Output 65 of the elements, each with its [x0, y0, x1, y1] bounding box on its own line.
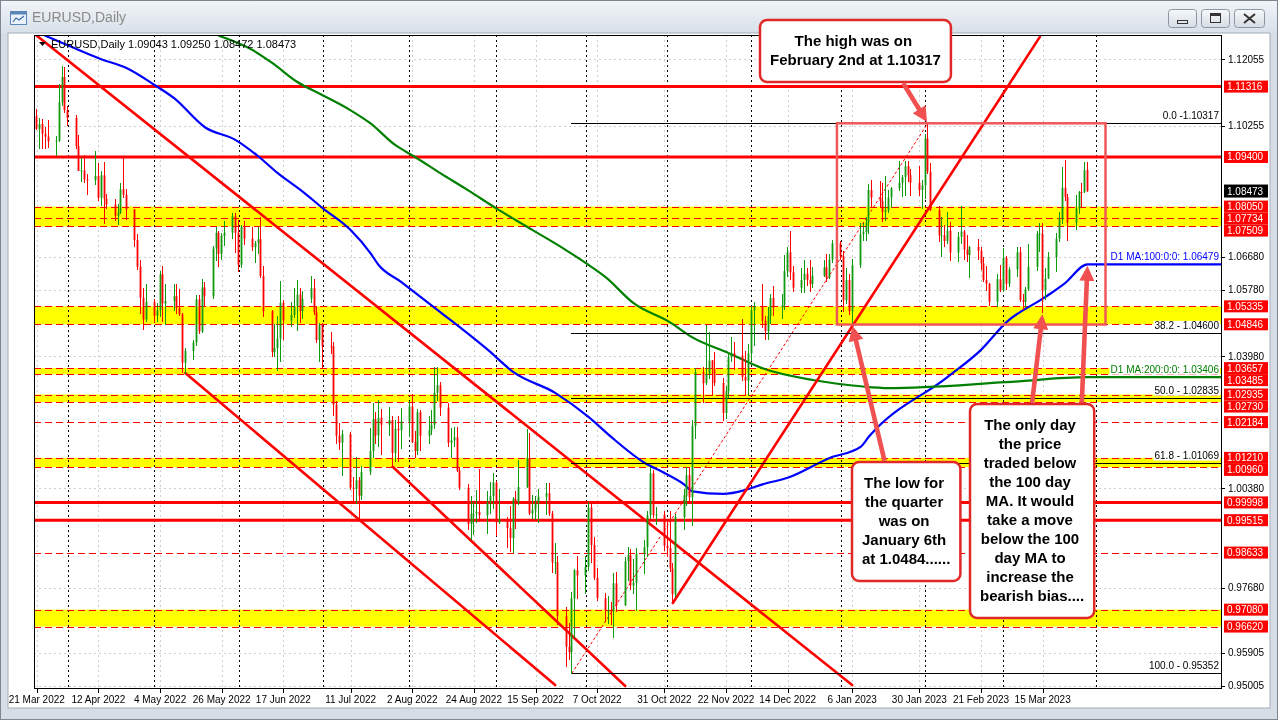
candlestick — [80, 158, 83, 182]
ref-line-label: 1.09400 — [1227, 151, 1264, 163]
ref-line-label: 0.99998 — [1227, 496, 1264, 508]
x-tick-label: 30 Jan 2023 — [891, 694, 948, 705]
annotation: 50.0 - 1.02835 — [1154, 385, 1220, 397]
annotation: 61.8 - 1.01069 — [1154, 450, 1220, 462]
x-tick-label: 7 Oct 2022 — [572, 694, 623, 705]
annotation: 38.2 - 1.04600 — [1154, 320, 1220, 332]
candlestick — [655, 507, 658, 525]
ref-line-label: 1.02935 — [1227, 389, 1264, 401]
x-tick-label: 11 Jul 2022 — [325, 694, 377, 705]
x-tick-label: 26 May 2022 — [192, 694, 252, 705]
x-tick-label: 31 Oct 2022 — [637, 694, 693, 705]
candlestick — [86, 174, 89, 195]
ref-line-label: 1.07509 — [1227, 225, 1264, 237]
y-tick-label: 1.00380 — [1228, 482, 1265, 494]
x-tick-label: 14 Dec 2022 — [759, 694, 817, 705]
ref-line-label: 1.07734 — [1227, 213, 1264, 225]
candlestick — [884, 176, 887, 221]
ref-line-label: 0.99515 — [1227, 514, 1264, 526]
ref-line-label: 1.03485 — [1227, 374, 1264, 386]
candlestick — [55, 136, 58, 156]
annotation: 100.0 - 0.95352 — [1148, 660, 1220, 672]
chart-title: EURUSD,Daily — [32, 9, 127, 25]
candlestick — [607, 596, 610, 624]
x-tick-label: 15 Sep 2022 — [507, 694, 565, 705]
annotation: 0.0 -1.10317 — [1162, 110, 1220, 122]
ref-line-label: 1.11316 — [1227, 81, 1263, 93]
ref-line-label: 1.01210 — [1227, 452, 1264, 464]
ref-line-label: 0.98633 — [1227, 547, 1264, 559]
x-tick-label: 12 Apr 2022 — [71, 694, 126, 705]
text: The only day the price traded below the 100 day MA. It would take a move below the 100 day MA to increase the bearish bias.... — [980, 416, 1085, 604]
x-tick-label: 2 Aug 2022 — [386, 694, 438, 705]
y-tick-label: 1.10255 — [1228, 120, 1265, 132]
x-tick-label: 21 Mar 2022 — [8, 694, 66, 705]
ref-line-label: 1.08050 — [1227, 201, 1264, 213]
x-tick-label: 21 Feb 2023 — [952, 694, 1010, 705]
annotation: The low for the quarter was on January 6th at 1.0484...... — [862, 474, 951, 567]
ref-line-label: 1.03657 — [1227, 362, 1264, 374]
x-tick-label: 22 Nov 2022 — [697, 694, 755, 705]
y-tick-label: 0.95905 — [1228, 647, 1265, 659]
x-tick-label: 24 Aug 2022 — [445, 694, 503, 705]
ref-line-label: 0.97080 — [1227, 604, 1264, 616]
y-tick-label: 1.03980 — [1228, 350, 1265, 362]
y-tick-label: 1.08473 — [1227, 185, 1264, 197]
y-tick-label: 0.95005 — [1228, 680, 1265, 692]
ref-line-label: 1.05335 — [1227, 300, 1264, 312]
ref-line-label: 1.04846 — [1227, 318, 1264, 330]
y-tick-label: 0.97680 — [1228, 582, 1265, 594]
ref-line-label: 1.00960 — [1227, 464, 1264, 476]
x-tick-label: 15 Mar 2023 — [1014, 694, 1072, 705]
annotation: D1 MA:200:0:0: 1.03406 — [1110, 364, 1220, 376]
ref-line-label: 1.02730 — [1227, 401, 1264, 413]
y-tick-label: 1.06680 — [1228, 251, 1265, 263]
ref-line-label: 0.96620 — [1227, 621, 1264, 633]
y-tick-label: 1.05780 — [1228, 284, 1265, 296]
x-tick-label: 6 Jan 2023 — [827, 694, 878, 705]
line-series — [44, 35, 1222, 495]
annotation: The high was on February 2nd at 1.10317 — [770, 32, 941, 68]
ref-line-label: 1.02184 — [1227, 416, 1264, 428]
y-tick-label: 1.12055 — [1228, 53, 1265, 65]
x-tick-label: 4 May 2022 — [133, 694, 187, 705]
x-tick-label: 17 Jun 2022 — [255, 694, 312, 705]
annotation: D1 MA:100:0:0: 1.06479 — [1110, 251, 1220, 263]
candlestick — [475, 490, 478, 523]
